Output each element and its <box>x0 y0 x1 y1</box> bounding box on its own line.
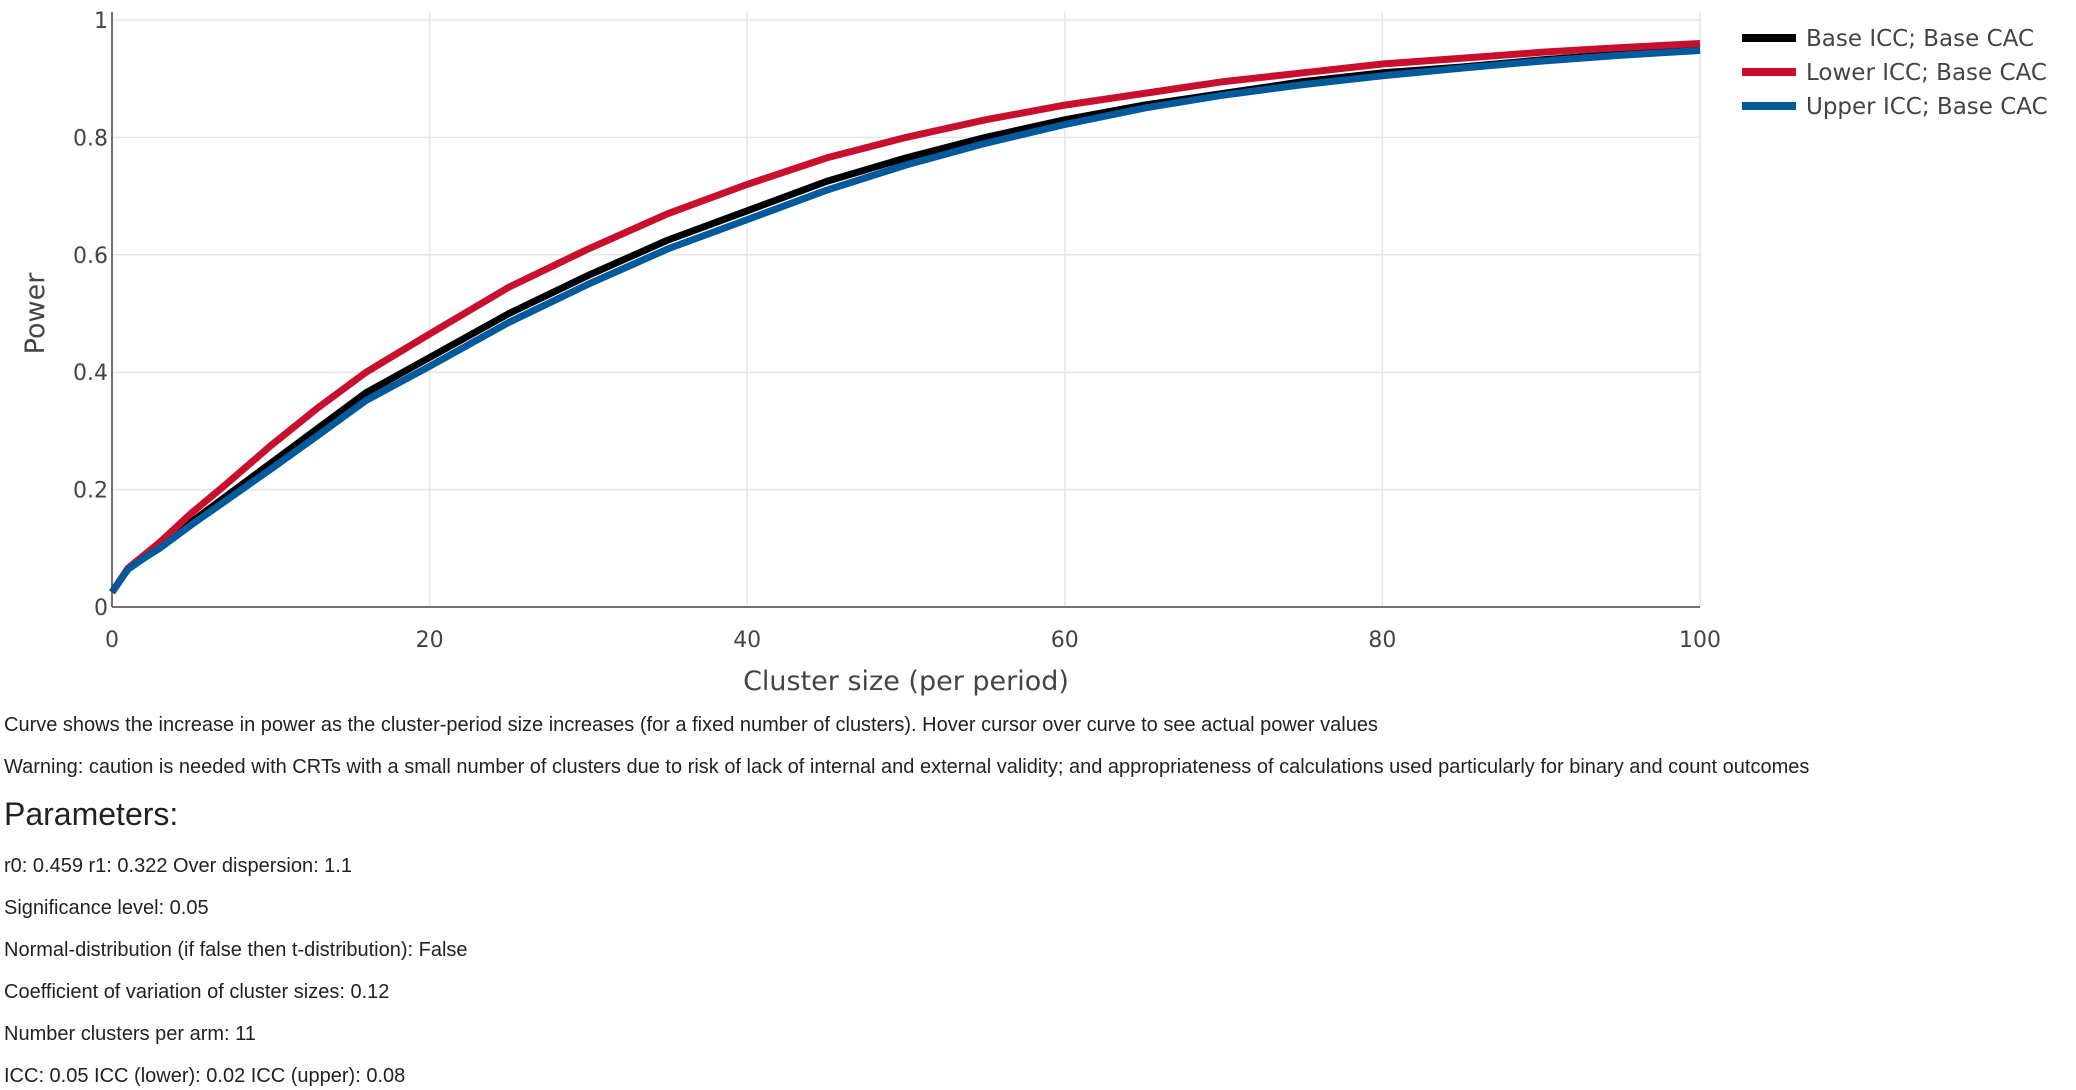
x-tick-label: 100 <box>1679 628 1721 653</box>
legend-label[interactable]: Base ICC; Base CAC <box>1806 26 2034 52</box>
warning-text: Warning: caution is needed with CRTs wit… <box>4 756 1810 778</box>
legend-label[interactable]: Upper ICC; Base CAC <box>1806 94 2048 120</box>
series-line[interactable] <box>109 47 1701 595</box>
y-tick-label: 0.2 <box>73 479 108 504</box>
x-tick-label: 80 <box>1368 628 1396 653</box>
y-tick-label: 0.4 <box>73 361 108 386</box>
x-tick-label: 40 <box>733 628 761 653</box>
y-tick-label: 1 <box>94 9 108 34</box>
x-tick-label: 0 <box>105 628 119 653</box>
parameter-line: Significance level: 0.05 <box>4 897 209 919</box>
parameters-heading: Parameters: <box>4 796 179 832</box>
y-tick-label: 0.8 <box>73 126 108 151</box>
x-axis-title: Cluster size (per period) <box>743 666 1069 697</box>
y-tick-label: 0 <box>94 596 108 621</box>
parameter-line: Coefficient of variation of cluster size… <box>4 981 390 1003</box>
x-tick-label: 20 <box>416 628 444 653</box>
legend[interactable]: Base ICC; Base CAC Lower ICC; Base CAC Upp… <box>1742 26 2048 120</box>
series-lines[interactable] <box>109 40 1701 595</box>
y-tick-label: 0.6 <box>73 244 108 269</box>
parameter-line: Number clusters per arm: 11 <box>4 1023 256 1045</box>
axes <box>111 12 1700 608</box>
parameter-line: r0: 0.459 r1: 0.322 Over dispersion: 1.1 <box>4 855 352 877</box>
series-line[interactable] <box>109 40 1701 595</box>
series-line[interactable] <box>109 45 1701 595</box>
parameter-line: ICC: 0.05 ICC (lower): 0.02 ICC (upper):… <box>4 1065 406 1087</box>
x-tick-label: 60 <box>1051 628 1079 653</box>
y-axis-title: Power <box>20 272 51 355</box>
tick-labels: 0 20 40 60 80 100 0 0.2 0.4 0.6 0.8 1 <box>73 9 1721 653</box>
parameter-line: Normal-distribution (if false then t-dis… <box>4 939 468 961</box>
chart-description: Curve shows the increase in power as the… <box>4 714 1378 736</box>
grid-lines <box>112 12 1701 607</box>
legend-label[interactable]: Lower ICC; Base CAC <box>1806 60 2047 86</box>
power-curve-chart: 0 20 40 60 80 100 0 0.2 0.4 0.6 0.8 1 Cluster size … <box>20 9 2048 697</box>
